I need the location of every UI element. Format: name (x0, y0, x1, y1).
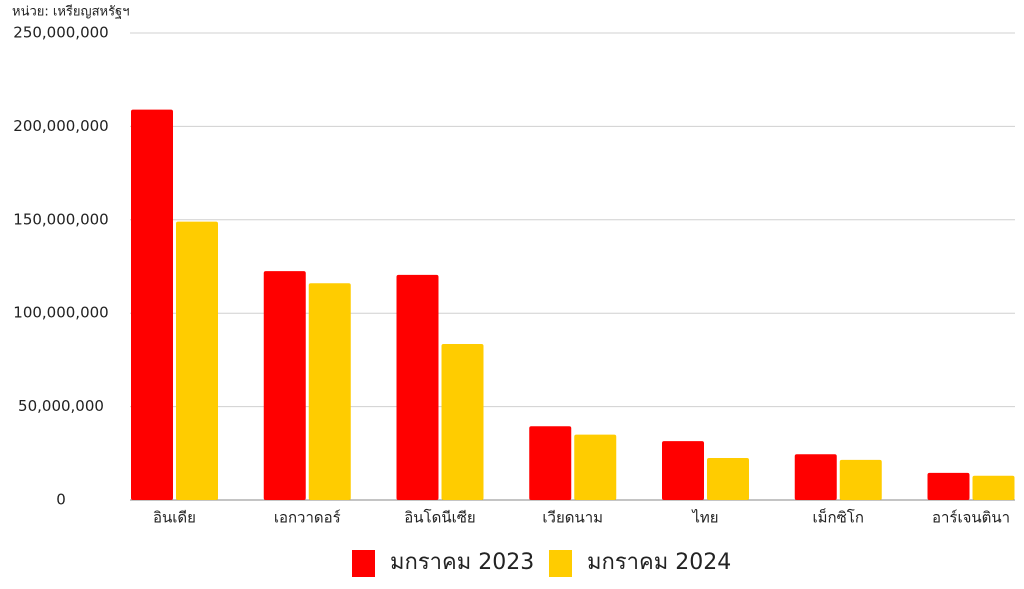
bar (662, 441, 704, 500)
bar (972, 475, 1015, 500)
bar (131, 109, 173, 500)
y-tick-label: 250,000,000 (13, 24, 108, 42)
y-tick-label: 200,000,000 (13, 117, 108, 135)
bar (529, 426, 572, 500)
bar (176, 221, 218, 500)
x-tick-label: ไทย (691, 509, 718, 527)
bar (308, 283, 351, 500)
x-tick-label: อาร์เจนตินา (932, 509, 1010, 527)
bar (927, 472, 970, 500)
bar (839, 459, 882, 500)
legend-label: มกราคม 2024 (587, 550, 731, 575)
y-tick-label: 100,000,000 (13, 304, 108, 322)
x-tick-label: อินโดนีเซีย (404, 509, 475, 527)
bar (263, 271, 306, 500)
legend-swatch (352, 550, 375, 577)
bar (794, 454, 837, 500)
legend-label: มกราคม 2023 (390, 550, 534, 575)
legend-swatch (549, 550, 572, 577)
bar (574, 434, 617, 500)
y-tick-label: 150,000,000 (13, 210, 108, 228)
x-tick-label: เวียดนาม (542, 509, 603, 527)
bar (441, 344, 484, 500)
y-tick-label: 50,000,000 (18, 397, 104, 415)
bar (396, 274, 439, 500)
x-tick-label: เม็กซิโก (813, 508, 864, 527)
x-tick-label: อินเดีย (153, 509, 196, 527)
unit-label: หน่วย: เหรียญสหรัฐฯ (12, 4, 130, 20)
x-tick-label: เอกวาดอร์ (274, 509, 341, 527)
bar (707, 457, 749, 500)
y-tick-label: 0 (56, 491, 66, 509)
